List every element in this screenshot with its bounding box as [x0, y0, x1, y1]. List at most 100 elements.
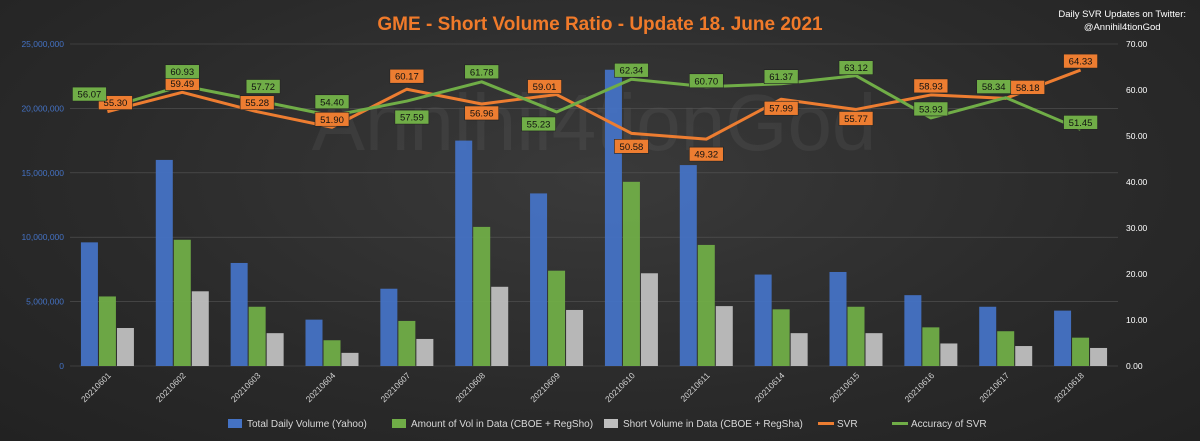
svr-label-box [98, 95, 133, 110]
legend-swatch [228, 419, 242, 428]
bar-total-volume [979, 306, 997, 366]
twitter-note: Daily SVR Updates on Twitter: @Annihil4t… [1058, 8, 1186, 34]
y-right-tick-label: 60.00 [1126, 85, 1148, 95]
x-tick-label: 20210610 [603, 370, 637, 404]
accuracy-data-label: 60.93 [170, 67, 194, 78]
accuracy-data-label: 62.34 [620, 66, 644, 77]
accuracy-data-label: 57.72 [251, 82, 275, 93]
svr-data-label: 49.32 [694, 150, 718, 161]
bar-total-volume [754, 274, 772, 366]
y-left-tick-label: 20,000,000 [21, 103, 64, 113]
bar-total-volume [604, 69, 622, 366]
accuracy-data-label: 57.59 [400, 113, 424, 124]
svr-data-label: 51.90 [320, 115, 344, 126]
y-right-tick-label: 30.00 [1126, 223, 1148, 233]
bar-vol-in-data [98, 296, 116, 366]
bar-vol-in-data [622, 181, 640, 366]
bar-vol-in-data [772, 309, 790, 366]
x-tick-label: 20210608 [453, 370, 487, 404]
y-right-tick-label: 20.00 [1126, 269, 1148, 279]
accuracy-label-box [913, 101, 949, 117]
legend-swatch [604, 419, 618, 428]
bar-vol-in-data [922, 327, 940, 366]
bar-total-volume [1054, 310, 1072, 366]
accuracy-label-box [521, 116, 556, 132]
x-tick-label: 20210609 [528, 370, 562, 404]
accuracy-label-box [763, 69, 799, 84]
svr-label-box [464, 105, 500, 121]
y-left-tick-label: 0 [59, 361, 64, 371]
legend-label: Short Volume in Data (CBOE + RegSha) [623, 419, 803, 430]
bar-short-volume [191, 291, 209, 366]
bar-vol-in-data [548, 270, 566, 366]
bar-short-volume [491, 286, 509, 366]
accuracy-label-box [164, 64, 200, 80]
x-tick-label: 20210618 [1052, 370, 1086, 404]
bar-vol-in-data [398, 320, 416, 366]
bar-vol-in-data [1072, 337, 1090, 366]
y-left-tick-label: 5,000,000 [26, 297, 64, 307]
y-right-tick-label: 0.00 [1126, 361, 1143, 371]
svr-data-label: 59.01 [533, 82, 557, 93]
bar-total-volume [904, 295, 922, 366]
bar-total-volume [455, 140, 473, 366]
accuracy-label-box [314, 94, 350, 110]
y-right-tick-label: 10.00 [1126, 315, 1148, 325]
accuracy-label-box [838, 60, 874, 75]
legend-label: Amount of Vol in Data (CBOE + RegSho) [411, 419, 593, 430]
bar-total-volume [530, 193, 548, 366]
accuracy-data-label: 63.12 [844, 63, 868, 74]
bar-total-volume [155, 159, 173, 366]
accuracy-data-label: 58.34 [982, 82, 1006, 93]
bar-short-volume [341, 352, 359, 366]
y-left-tick-label: 10,000,000 [21, 232, 64, 242]
svr-data-label: 55.30 [104, 98, 128, 109]
svr-data-label: 58.93 [919, 81, 943, 92]
svr-label-box [314, 111, 350, 127]
svr-label-box [838, 111, 874, 126]
bar-short-volume [1015, 346, 1033, 366]
y-right-tick-label: 40.00 [1126, 177, 1148, 187]
x-tick-label: 20210602 [154, 370, 188, 404]
bar-short-volume [116, 328, 134, 366]
accuracy-data-label: 53.93 [919, 104, 943, 115]
accuracy-data-label: 60.70 [694, 76, 718, 87]
accuracy-label-box [464, 64, 500, 80]
bar-total-volume [230, 262, 248, 366]
x-tick-label: 20210614 [753, 370, 787, 404]
svr-label-box [614, 139, 649, 154]
bar-short-volume [865, 333, 883, 366]
bar-vol-in-data [997, 331, 1015, 366]
bar-short-volume [1090, 347, 1108, 366]
accuracy-data-label: 61.78 [470, 67, 494, 78]
svr-data-label: 55.28 [245, 98, 269, 109]
bar-short-volume [266, 333, 284, 366]
bar-total-volume [380, 288, 398, 366]
accuracy-label-box [688, 73, 724, 89]
svr-label-box [1063, 53, 1098, 69]
y-right-tick-label: 50.00 [1126, 131, 1148, 141]
svr-data-label: 56.96 [470, 108, 494, 119]
svr-data-label: 55.77 [844, 114, 868, 125]
accuracy-label-box [72, 86, 107, 102]
bar-vol-in-data [248, 306, 266, 366]
accuracy-data-label: 61.37 [769, 72, 793, 83]
accuracy-data-label: 54.40 [320, 97, 344, 108]
bar-vol-in-data [173, 239, 191, 366]
svr-label-box [763, 100, 799, 116]
svr-data-label: 50.58 [620, 142, 644, 153]
svr-label-box [239, 95, 275, 111]
chart-title: GME - Short Volume Ratio - Update 18. Ju… [377, 14, 823, 35]
svr-data-label: 57.99 [769, 104, 793, 115]
bar-vol-in-data [697, 244, 715, 366]
accuracy-data-label: 55.23 [527, 119, 551, 130]
accuracy-data-label: 51.45 [1069, 118, 1093, 129]
x-tick-label: 20210601 [79, 370, 113, 404]
svr-data-label: 60.17 [395, 72, 419, 83]
svr-data-label: 64.33 [1069, 57, 1093, 68]
accuracy-label-box [976, 79, 1012, 94]
y-left-tick-label: 15,000,000 [21, 168, 64, 178]
svr-data-label: 59.49 [170, 79, 194, 90]
x-tick-label: 20210603 [229, 370, 263, 404]
